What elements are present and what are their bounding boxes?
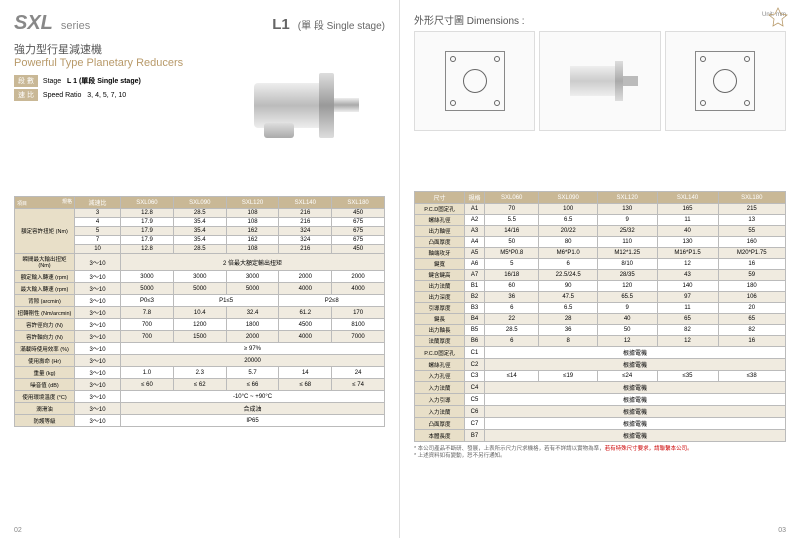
dimensions-header: 外形尺寸圖 Dimensions : Unit: mm bbox=[414, 12, 786, 27]
stage-desc: (單 段 Single stage) bbox=[298, 17, 385, 32]
dim-title-en: Dimensions : bbox=[467, 16, 525, 27]
ratio-value: 3, 4, 5, 7, 10 bbox=[87, 92, 126, 99]
page-left: SXL series L1 (單 段 Single stage) 強力型行星減速… bbox=[0, 0, 400, 538]
spec-table: 項目規格減速比SXL060SXL090SXL120SXL140SXL180額定容… bbox=[14, 196, 385, 427]
series-suffix: series bbox=[61, 20, 90, 32]
footnote-1: * 本公司產品不斷研、發展，上表所示尺力尺求機格，若有不詳請以實物為準， bbox=[414, 446, 605, 452]
footnote-3: * 上述資料如有變動，恕不另行通知。 bbox=[414, 453, 506, 459]
front-view bbox=[414, 31, 535, 131]
stage-label-en: Stage bbox=[43, 78, 61, 85]
page-number-left: 02 bbox=[14, 527, 22, 534]
page-number-right: 03 bbox=[778, 527, 786, 534]
series-title: SXL bbox=[14, 12, 53, 35]
dimension-drawings bbox=[414, 31, 786, 131]
footnote: * 本公司產品不斷研、發展，上表所示尺力尺求機格，若有不詳請以實物為準，若有特殊… bbox=[414, 446, 786, 460]
gearbox-illustration bbox=[244, 63, 364, 143]
footnote-2: 若有特殊尺寸要求，請聯繫本公司。 bbox=[605, 446, 693, 452]
stage-code: L1 bbox=[272, 16, 290, 33]
ratio-label-en: Speed Ratio bbox=[43, 92, 82, 99]
stage-value: L 1 (單段 Single stage) bbox=[67, 78, 141, 85]
ratio-label-cn: 速 比 bbox=[14, 89, 38, 101]
dimension-table: 尺寸規格SXL060SXL090SXL120SXL140SXL180P.C.D固… bbox=[414, 191, 786, 442]
series-header: SXL series L1 (單 段 Single stage) bbox=[14, 12, 385, 35]
product-image bbox=[229, 48, 379, 158]
stage-label-cn: 段 數 bbox=[14, 75, 38, 87]
catalog-spread: SXL series L1 (單 段 Single stage) 強力型行星減速… bbox=[0, 0, 800, 538]
corner-logo bbox=[766, 6, 790, 30]
dim-title-cn: 外形尺寸圖 bbox=[414, 16, 464, 27]
page-right: 外形尺寸圖 Dimensions : Unit: mm 尺寸規格SXL060SX… bbox=[400, 0, 800, 538]
rear-view bbox=[665, 31, 786, 131]
side-view bbox=[539, 31, 660, 131]
